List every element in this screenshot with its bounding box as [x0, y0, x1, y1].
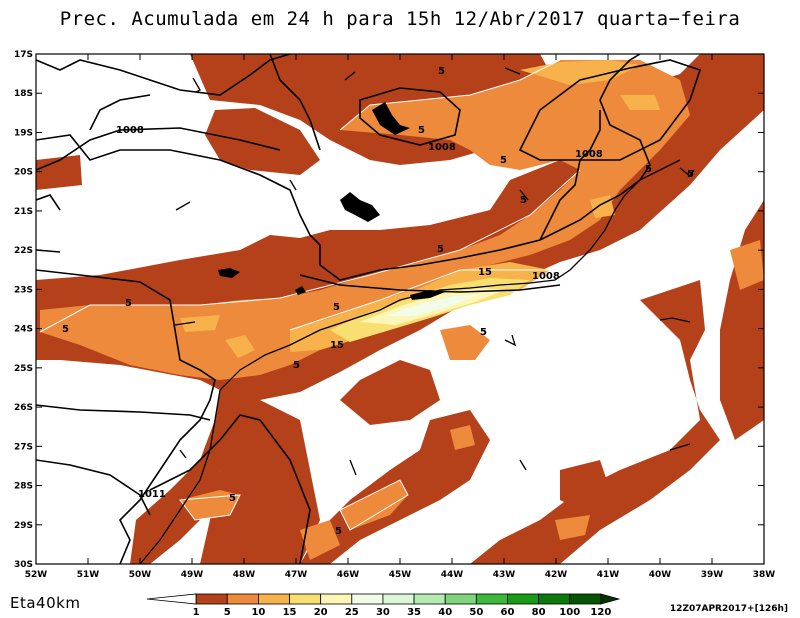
precip-label: 5: [62, 324, 69, 335]
precip-label: 5: [480, 327, 487, 338]
lat-tick-label: 19S: [14, 128, 33, 138]
colorbar-label: 25: [345, 607, 359, 618]
longitude-axis: 52W 51W 50W 49W 48W 47W 46W 45W 44W 43W 42W 41W 40W 3…: [25, 54, 776, 580]
colorbar-swatch: [507, 593, 540, 605]
lat-tick-label: 21S: [14, 207, 33, 217]
colorbar: 1 5 10 15 20 25 30 35 40 50 60 80 100 120: [146, 593, 621, 618]
colorbar-swatch: [289, 593, 322, 605]
isobar-labels: 1008 1008 1008 1008 1011: [116, 125, 603, 500]
precip-label: 5: [293, 360, 300, 371]
colorbar-swatch: [351, 593, 384, 605]
lon-tick-label: 51W: [77, 570, 100, 580]
precip-label: 5: [438, 66, 445, 77]
colorbar-swatch: [569, 593, 602, 605]
colorbar-swatch: [413, 593, 446, 605]
precip-band-25-30mm: [385, 295, 478, 316]
isobar-label: 1008: [116, 125, 144, 136]
colorbar-swatch: [226, 593, 259, 605]
lat-tick-label: 27S: [14, 442, 33, 452]
colorbar-swatch: [195, 593, 228, 605]
colorbar-swatch: [538, 593, 571, 605]
colorbar-swatch: [600, 593, 621, 605]
state-borders: [36, 54, 651, 564]
lon-tick-label: 44W: [441, 570, 464, 580]
lat-tick-label: 23S: [14, 285, 33, 295]
lon-tick-label: 38W: [753, 570, 776, 580]
precip-label: 15: [330, 340, 344, 351]
lat-tick-label: 17S: [14, 50, 33, 60]
colorbar-label: 10: [251, 607, 265, 618]
map-title: Prec. Acumulada em 24 h para 15h 12/Abr/…: [59, 8, 741, 30]
lat-tick-label: 30S: [14, 560, 33, 570]
colorbar-label: 20: [314, 607, 328, 618]
lon-tick-label: 50W: [129, 570, 152, 580]
colorbar-swatch: [257, 593, 290, 605]
isobar-label: 1008: [428, 142, 456, 153]
precip-label: 5: [687, 169, 694, 180]
colorbar-label: 120: [590, 607, 611, 618]
lat-tick-label: 24S: [14, 325, 33, 335]
precip-label: 5: [125, 298, 132, 309]
lon-tick-label: 47W: [285, 570, 308, 580]
run-label: 12Z07APR2017+[126h]: [669, 604, 788, 614]
colorbar-swatch: [444, 593, 477, 605]
colorbar-swatch: [475, 593, 508, 605]
lon-tick-label: 46W: [337, 570, 360, 580]
precip-label: 5: [520, 195, 527, 206]
lon-tick-label: 43W: [493, 570, 516, 580]
colorbar-label: 100: [559, 607, 580, 618]
lat-tick-label: 22S: [14, 246, 33, 256]
lat-tick-label: 20S: [14, 168, 33, 178]
precip-label: 5: [229, 493, 236, 504]
precip-label: 5: [333, 302, 340, 313]
coastline: [139, 159, 681, 564]
precip-label: 5: [500, 155, 507, 166]
wind-barbs: [174, 67, 695, 476]
precip-label: 5: [437, 244, 444, 255]
precip-label: 15: [478, 267, 492, 278]
colorbar-label: 15: [283, 607, 297, 618]
lat-tick-label: 18S: [14, 89, 33, 99]
colorbar-swatch: [146, 593, 197, 605]
colorbar-label: 30: [376, 607, 390, 618]
colorbar-label: 35: [407, 607, 421, 618]
precip-label: 5: [645, 164, 652, 175]
lon-tick-label: 48W: [233, 570, 256, 580]
lon-tick-label: 39W: [701, 570, 724, 580]
colorbar-label: 40: [438, 607, 452, 618]
lon-tick-label: 49W: [181, 570, 204, 580]
colorbar-swatch: [320, 593, 353, 605]
colorbar-label: 50: [469, 607, 483, 618]
isobar-label: 1008: [575, 149, 603, 160]
lat-tick-label: 29S: [14, 521, 33, 531]
isobar-label: 1008: [532, 271, 560, 282]
lon-tick-label: 41W: [597, 570, 620, 580]
precip-band-5-10mm: [40, 60, 764, 560]
colorbar-label: 60: [501, 607, 515, 618]
lon-tick-label: 52W: [25, 570, 48, 580]
colorbar-swatch: [382, 593, 415, 605]
isobars: [36, 59, 702, 564]
lon-tick-label: 45W: [389, 570, 412, 580]
lon-tick-label: 42W: [545, 570, 568, 580]
latitude-axis: 17S 18S 19S 20S 21S 22S 23S 24S 25S 26S 27S 28S 29S 3…: [14, 50, 764, 570]
precip-label: 5: [418, 125, 425, 136]
colorbar-label: 1: [193, 607, 200, 618]
colorbar-label: 5: [224, 607, 231, 618]
lat-tick-label: 25S: [14, 364, 33, 374]
precip-contour-labels: 5 5 5 5 5 5 5 5 5 5 5 15 15 5 5 5: [62, 66, 694, 537]
precip-label: 5: [335, 526, 342, 537]
isobar-label: 1011: [138, 489, 166, 500]
lon-tick-label: 40W: [649, 570, 672, 580]
water-bodies: [218, 102, 445, 300]
lat-tick-label: 28S: [14, 482, 33, 492]
lat-tick-label: 26S: [14, 403, 33, 413]
model-label: Eta40km: [10, 594, 81, 612]
colorbar-label: 80: [532, 607, 546, 618]
